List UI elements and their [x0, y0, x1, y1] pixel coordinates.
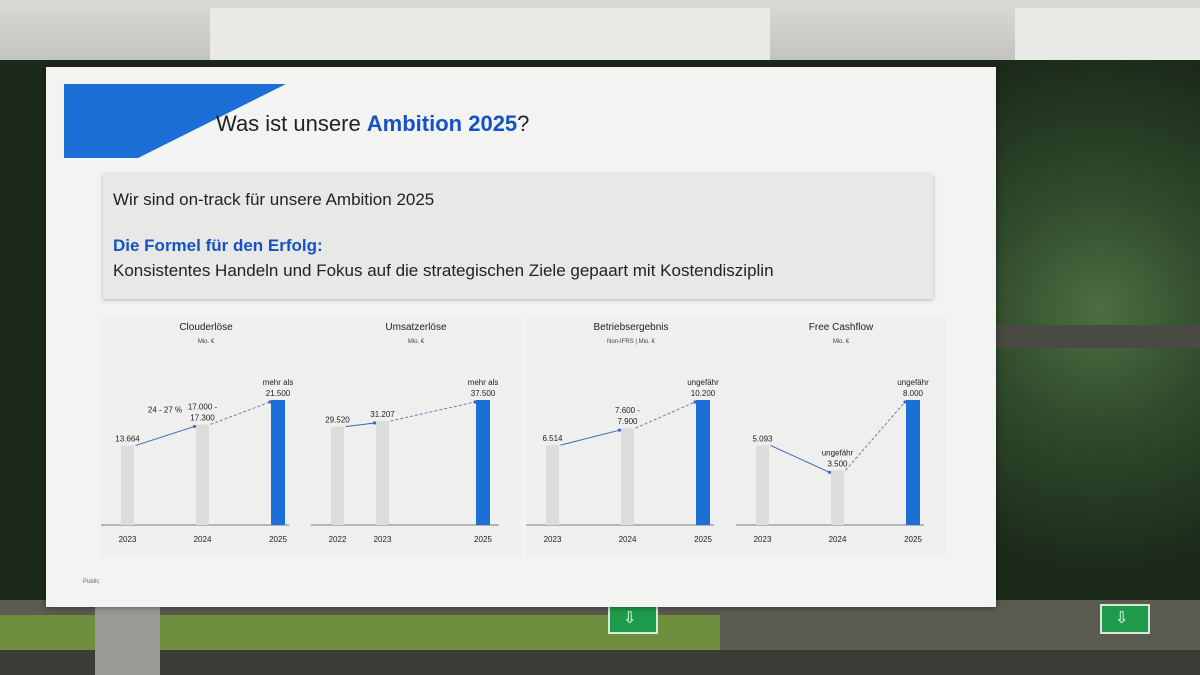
x-tick-label: 2025 — [269, 535, 287, 544]
corner-accent — [64, 84, 138, 158]
arrow-head — [372, 421, 377, 425]
data-label: mehr als — [263, 378, 294, 387]
bar-chart: 5.093 2023 ungefähr 3.500 2024 ungefähr 8.000 2… — [736, 378, 929, 544]
chart-panel: Umsatzerlöse Mio. € 29.520 2022 31.207 2023 me… — [311, 317, 521, 557]
ceiling-panel — [210, 8, 770, 70]
bar — [476, 400, 490, 525]
message-box: Wir sind on-track für unsere Ambition 20… — [103, 174, 933, 299]
arrow-head — [473, 400, 477, 404]
slide-title: Was ist unsere Ambition 2025? — [216, 111, 529, 137]
trend-arrow — [135, 425, 195, 447]
bar — [376, 420, 389, 525]
arrow-head — [617, 428, 622, 432]
bar — [331, 426, 344, 525]
x-tick-label: 2024 — [829, 535, 847, 544]
chart-title: Umsatzerlöse — [385, 322, 447, 333]
x-tick-label: 2024 — [619, 535, 637, 544]
data-label: 31.207 — [370, 410, 395, 419]
data-label: 29.520 — [325, 416, 350, 425]
arrow-head — [827, 470, 832, 474]
x-tick-label: 2025 — [694, 535, 712, 544]
pillar — [95, 600, 160, 675]
x-tick-label: 2023 — [374, 535, 392, 544]
data-label: 7.600 - — [615, 406, 640, 415]
chart-panel: Clouderlöse Mio. € 13.664 2023 17.000 - 17.30… — [101, 317, 311, 557]
title-prefix: Was ist unsere — [216, 111, 367, 136]
window-frame — [995, 338, 1200, 348]
message-line: Wir sind on-track für unsere Ambition 20… — [113, 190, 435, 209]
data-label: 17.000 - — [188, 402, 218, 411]
bar — [121, 445, 134, 525]
formula-heading: Die Formel für den Erfolg: — [113, 236, 323, 255]
data-label: mehr als — [468, 378, 499, 387]
growth-label: 24 - 27 % — [148, 405, 182, 414]
bar-chart: 13.664 2023 17.000 - 17.300 2024 mehr als 21.5… — [101, 378, 294, 544]
data-label: 6.514 — [542, 434, 563, 443]
arrow-head — [268, 400, 272, 404]
bar — [756, 445, 769, 525]
data-label: ungefähr — [687, 378, 719, 387]
chart-unit: Non-IFRS | Mio. € — [607, 339, 655, 345]
data-label: 13.664 — [115, 435, 140, 444]
bar — [696, 400, 710, 525]
chart-unit: Mio. € — [832, 339, 850, 345]
data-label: ungefähr — [897, 378, 929, 387]
bar — [196, 424, 209, 525]
data-label: 10.200 — [691, 389, 716, 398]
chart-panel: Free Cashflow Mio. € 5.093 2023 ungefähr 3.50… — [736, 317, 946, 557]
x-tick-label: 2023 — [544, 535, 562, 544]
projection-screen: Was ist unsere Ambition 2025? Wir sind o… — [46, 67, 996, 607]
ceiling-panel — [1015, 8, 1200, 70]
data-label: ungefähr — [822, 448, 854, 457]
x-tick-label: 2023 — [119, 535, 137, 544]
formula-text: Konsistentes Handeln und Fokus auf die s… — [113, 261, 774, 280]
arrow-head — [693, 400, 697, 404]
x-tick-label: 2025 — [904, 535, 922, 544]
data-label: 21.500 — [266, 389, 291, 398]
data-label: 8.000 — [903, 389, 924, 398]
title-highlight: Ambition 2025 — [366, 111, 518, 136]
data-label: 17.300 — [190, 413, 215, 422]
arrow-head — [192, 424, 197, 429]
trend-arrow — [345, 422, 375, 428]
x-tick-label: 2022 — [329, 535, 347, 544]
bar — [831, 470, 844, 525]
railing — [0, 650, 1200, 675]
exit-sign-icon: ⇩ — [1100, 604, 1150, 634]
chart-unit: Mio. € — [407, 339, 425, 345]
exit-sign-icon: ⇩ — [608, 604, 658, 634]
arrow-head — [903, 400, 907, 404]
classification-footer: Public — [83, 579, 100, 585]
bar — [621, 428, 634, 525]
trend-arrow — [770, 444, 830, 473]
chart-unit: Mio. € — [197, 339, 215, 345]
x-tick-label: 2023 — [754, 535, 772, 544]
bar-chart: 6.514 2023 7.600 - 7.900 2024 ungefähr 10.200 2… — [526, 378, 719, 544]
corner-accent-slant — [138, 84, 286, 158]
title-suffix: ? — [517, 111, 530, 136]
bar — [271, 400, 285, 525]
chart-title: Free Cashflow — [808, 322, 874, 333]
data-label: 7.900 — [617, 417, 638, 426]
trend-arrow — [210, 401, 271, 425]
chart-title: Betriebsergebnis — [593, 322, 669, 333]
data-label: 5.093 — [752, 434, 773, 443]
bar — [906, 400, 920, 525]
chart-title: Clouderlöse — [179, 322, 233, 333]
trend-arrow — [560, 429, 620, 446]
x-tick-label: 2025 — [474, 535, 492, 544]
trend-arrow — [390, 401, 476, 422]
data-label: 37.500 — [471, 389, 496, 398]
data-label: 3.500 — [827, 459, 848, 468]
bar — [546, 445, 559, 525]
x-tick-label: 2024 — [194, 535, 212, 544]
trend-arrow — [635, 401, 696, 429]
chart-panel: Betriebsergebnis Non-IFRS | Mio. € 6.514 20… — [526, 317, 736, 557]
bar-chart: 29.520 2022 31.207 2023 mehr als 37.500 2025 — [311, 378, 499, 544]
trend-arrow — [845, 401, 906, 471]
